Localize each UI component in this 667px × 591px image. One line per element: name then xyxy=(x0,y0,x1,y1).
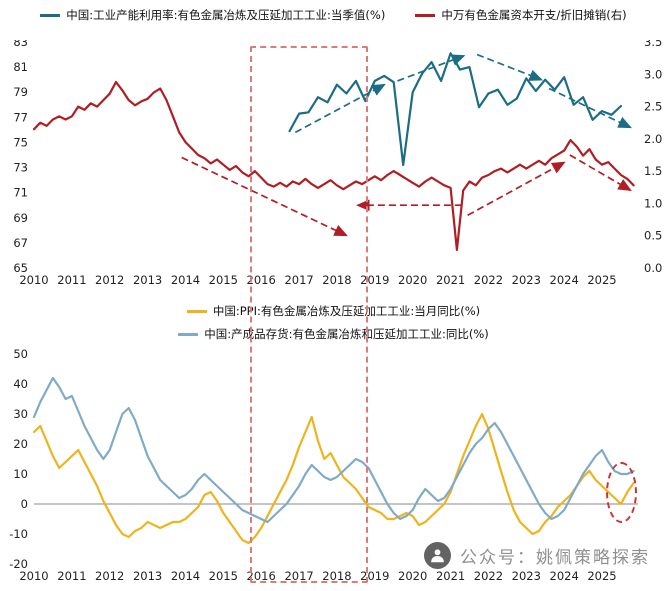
bottom-chart-legend: 中国:PPI:有色金属冶炼及压延加工工业:当月同比(%) 中国:产成品存货:有色… xyxy=(0,303,667,342)
svg-text:2019: 2019 xyxy=(360,569,389,583)
svg-text:2012: 2012 xyxy=(95,273,124,287)
svg-text:67: 67 xyxy=(13,236,28,250)
trend-arrow xyxy=(467,161,566,217)
svg-text:2024: 2024 xyxy=(550,569,579,583)
legend-label: 中国:产成品存货:有色金属冶炼和压延加工工业:同比(%) xyxy=(204,327,489,341)
top-chart-canvas: 2010 2011 2012 2013 2014 2015 2016 2017 2018 2019… xyxy=(13,40,662,287)
svg-text:2016: 2016 xyxy=(247,569,276,583)
svg-text:2018: 2018 xyxy=(322,569,351,583)
svg-text:2.0: 2.0 xyxy=(644,132,662,146)
svg-text:0.5: 0.5 xyxy=(644,229,662,243)
svg-text:2015: 2015 xyxy=(209,569,238,583)
svg-text:71: 71 xyxy=(13,186,28,200)
svg-text:2019: 2019 xyxy=(360,273,389,287)
legend-item-capacity-utilization: 中国:工业产能利用率:有色金属冶炼及压延加工工业:当季值(%) xyxy=(40,7,385,23)
svg-text:50: 50 xyxy=(13,347,28,361)
svg-text:69: 69 xyxy=(13,211,28,225)
svg-text:0: 0 xyxy=(21,497,28,511)
svg-text:83: 83 xyxy=(13,40,28,49)
svg-text:1.5: 1.5 xyxy=(644,164,662,178)
legend-item-capex-depreciation: 中万有色金属资本开支/折旧摊销(右) xyxy=(415,7,627,23)
svg-text:20: 20 xyxy=(13,437,28,451)
svg-text:1.0: 1.0 xyxy=(644,196,662,210)
svg-text:3.0: 3.0 xyxy=(644,67,662,81)
svg-text:-20: -20 xyxy=(9,557,28,571)
ppi-yoy-line xyxy=(32,412,635,545)
trend-arrow xyxy=(548,87,632,129)
top-chart-legend: 中国:工业产能利用率:有色金属冶炼及压延加工工业:当季值(%) 中万有色金属资本… xyxy=(0,7,667,23)
svg-text:81: 81 xyxy=(13,60,28,74)
svg-text:2016: 2016 xyxy=(247,273,276,287)
svg-text:2011: 2011 xyxy=(57,273,86,287)
inventory-yoy-line xyxy=(32,376,635,524)
trend-arrow xyxy=(181,156,348,237)
svg-text:2015: 2015 xyxy=(209,273,238,287)
trend-arrow xyxy=(476,53,543,81)
svg-text:2023: 2023 xyxy=(512,569,541,583)
legend-item-inventory: 中国:产成品存货:有色金属冶炼和压延加工工业:同比(%) xyxy=(178,326,489,342)
svg-text:2.5: 2.5 xyxy=(644,100,662,114)
svg-text:0.0: 0.0 xyxy=(644,261,662,275)
svg-text:2017: 2017 xyxy=(284,273,313,287)
svg-text:2011: 2011 xyxy=(57,569,86,583)
svg-text:75: 75 xyxy=(13,135,28,149)
svg-text:2025: 2025 xyxy=(587,569,616,583)
svg-text:-10: -10 xyxy=(9,527,28,541)
svg-text:2010: 2010 xyxy=(19,273,48,287)
svg-text:2024: 2024 xyxy=(550,273,579,287)
legend-item-ppi: 中国:PPI:有色金属冶炼及压延加工工业:当月同比(%) xyxy=(186,303,481,319)
svg-text:2021: 2021 xyxy=(436,273,465,287)
svg-text:2013: 2013 xyxy=(133,569,162,583)
svg-text:3.5: 3.5 xyxy=(644,40,662,49)
legend-label: 中国:工业产能利用率:有色金属冶炼及压延加工工业:当季值(%) xyxy=(66,8,386,22)
svg-text:2013: 2013 xyxy=(133,273,162,287)
svg-text:65: 65 xyxy=(13,261,28,275)
capex-depreciation-line xyxy=(32,80,635,251)
legend-label: 中万有色金属资本开支/折旧摊销(右) xyxy=(441,8,627,22)
svg-text:77: 77 xyxy=(13,110,28,124)
svg-text:2020: 2020 xyxy=(398,569,427,583)
red-line-swatch xyxy=(415,13,436,17)
svg-text:2014: 2014 xyxy=(171,273,200,287)
legend-label: 中国:PPI:有色金属冶炼及压延加工工业:当月同比(%) xyxy=(212,304,481,318)
trend-arrow xyxy=(397,54,466,82)
svg-text:79: 79 xyxy=(13,85,28,99)
blue-line-swatch xyxy=(178,332,199,336)
wechat-official-account-icon xyxy=(424,542,451,569)
svg-text:2017: 2017 xyxy=(284,569,313,583)
yellow-line-swatch xyxy=(186,309,207,313)
svg-text:2021: 2021 xyxy=(436,569,465,583)
svg-text:2025: 2025 xyxy=(587,273,616,287)
svg-text:73: 73 xyxy=(13,161,28,175)
svg-text:2020: 2020 xyxy=(398,273,427,287)
svg-text:10: 10 xyxy=(13,467,28,481)
trend-arrow xyxy=(294,83,386,134)
svg-text:2018: 2018 xyxy=(322,273,351,287)
svg-text:2010: 2010 xyxy=(19,569,48,583)
watermark-text: 公众号：姚佩策略探索 xyxy=(460,548,650,568)
svg-text:40: 40 xyxy=(13,377,28,391)
svg-text:2012: 2012 xyxy=(95,569,124,583)
svg-text:2022: 2022 xyxy=(474,273,503,287)
svg-text:2023: 2023 xyxy=(512,273,541,287)
bottom-chart-canvas: 2010 2011 2012 2013 2014 2015 2016 2017 2018 2019… xyxy=(9,347,638,583)
watermark: 公众号：姚佩策略探索 xyxy=(424,542,650,569)
svg-text:30: 30 xyxy=(13,407,28,421)
svg-text:2014: 2014 xyxy=(171,569,200,583)
trend-arrow xyxy=(569,154,632,192)
teal-line-swatch xyxy=(40,13,61,17)
svg-text:2022: 2022 xyxy=(474,569,503,583)
